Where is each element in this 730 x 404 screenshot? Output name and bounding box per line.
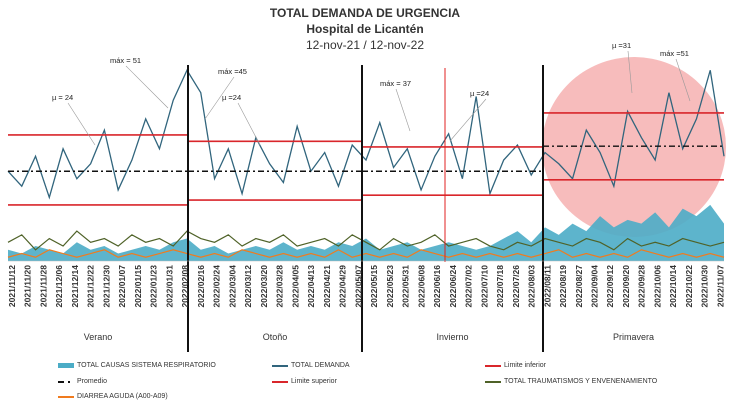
- x-tick-label: 2022/10/14: [668, 265, 678, 308]
- annotation-mean: µ = 24: [52, 93, 73, 102]
- chart-subtitle: Hospital de Licantén: [306, 22, 424, 36]
- x-tick-label: 2022/02/16: [196, 265, 206, 308]
- annotation-leader: [395, 88, 411, 132]
- x-tick-label: 2021/11/20: [23, 265, 33, 307]
- x-tick-label: 2022/02/08: [180, 265, 190, 308]
- x-tick-label: 2022/07/10: [479, 265, 489, 308]
- x-tick-label: 2022/11/07: [715, 265, 725, 307]
- x-tick-label: 2022/05/07: [353, 265, 363, 308]
- x-tick-label: 2022/09/28: [637, 265, 647, 308]
- x-tick-label: 2021/12/06: [54, 265, 64, 308]
- x-tick-label: 2022/06/24: [448, 265, 458, 308]
- x-tick-label: 2022/04/21: [322, 265, 332, 308]
- legend-respiratorio: TOTAL CAUSAS SISTEMA RESPIRATORIO: [58, 362, 216, 369]
- chart-period: 12-nov-21 / 12-nov-22: [305, 38, 425, 52]
- x-tick-label: 2022/07/02: [464, 265, 474, 308]
- series-traumatismos-line: [7, 230, 725, 251]
- x-tick-label: 2022/03/28: [275, 265, 285, 308]
- x-tick-label: 2021/12/22: [86, 265, 96, 308]
- x-tick-label: 2022/08/19: [558, 265, 568, 308]
- annotation-leader: [237, 102, 261, 146]
- annotation-leader: [125, 65, 169, 109]
- x-tick-label: 2022/07/18: [495, 265, 505, 308]
- annotation-max: máx =45: [218, 67, 247, 76]
- legend-limite-inferior: Limite inferior: [485, 362, 546, 369]
- x-tick-label: 2022/09/04: [589, 265, 599, 308]
- annotation-mean: µ =24: [222, 93, 241, 102]
- x-tick-label: 2022/10/30: [700, 265, 710, 308]
- x-tick-label: 2022/01/15: [133, 265, 143, 308]
- series-total-demanda-line: [7, 68, 725, 200]
- x-tick-label: 2022/06/16: [432, 265, 442, 308]
- x-tick-label: 2022/08/11: [542, 265, 552, 307]
- x-tick-label: 2022/03/20: [259, 265, 269, 308]
- season-label-primavera: Primavera: [613, 332, 654, 342]
- x-tick-label: 2022/01/23: [149, 265, 159, 308]
- annotation-max: máx =51: [660, 49, 689, 58]
- season-label-verano: Verano: [84, 332, 113, 342]
- season-label-invierno: Invierno: [436, 332, 468, 342]
- annotation-leader: [449, 98, 487, 142]
- x-tick-label: 2021/11/28: [38, 265, 48, 307]
- legend-total-demanda: TOTAL DEMANDA: [272, 362, 350, 369]
- x-tick-label: 2022/10/06: [652, 265, 662, 308]
- annotation-mean: µ =31: [612, 41, 631, 50]
- annotation-leader: [204, 76, 235, 120]
- legend-traumatismos: TOTAL TRAUMATISMOS Y ENVENENAMIENTO: [485, 378, 657, 385]
- x-tick-label: 2022/03/04: [227, 265, 237, 308]
- annotation-leader: [627, 50, 633, 94]
- x-tick-label: 2022/10/22: [684, 265, 694, 308]
- x-tick-label: 2021/12/14: [70, 265, 80, 308]
- annotation-max: máx = 37: [380, 79, 411, 88]
- legend-limite-superior: Limite superior: [272, 378, 337, 385]
- annotation-max: máx = 51: [110, 56, 141, 65]
- x-tick-label: 2022/03/12: [243, 265, 253, 308]
- x-tick-label: 2022/04/05: [290, 265, 300, 308]
- x-tick-label: 2022/07/26: [511, 265, 521, 308]
- x-tick-label: 2021/11/12: [7, 265, 17, 307]
- x-tick-label: 2022/04/29: [338, 265, 348, 308]
- annotation-mean: µ =24: [470, 89, 489, 98]
- x-tick-label: 2022/09/20: [621, 265, 631, 308]
- x-tick-label: 2022/09/12: [605, 265, 615, 308]
- x-tick-label: 2022/08/27: [574, 265, 584, 308]
- legend-diarrea: DIARREA AGUDA (A00-A09): [58, 393, 168, 400]
- x-tick-label: 2022/05/15: [369, 265, 379, 308]
- x-tick-label: 2022/01/31: [164, 265, 174, 308]
- x-tick-label: 2022/05/23: [385, 265, 395, 308]
- x-tick-label: 2021/12/30: [101, 265, 111, 308]
- chart-title: TOTAL DEMANDA DE URGENCIA: [269, 6, 461, 20]
- series-diarrea-line: [7, 249, 725, 258]
- x-tick-label: 2022/06/08: [416, 265, 426, 308]
- x-tick-label: 2022/05/31: [401, 265, 411, 308]
- x-tick-label: 2022/02/24: [212, 265, 222, 308]
- primavera-highlight: [542, 57, 726, 237]
- x-tick-label: 2022/01/07: [117, 265, 127, 308]
- annotation-leader: [675, 58, 691, 102]
- x-tick-label: 2022/08/03: [527, 265, 537, 308]
- legend-promedio: Promedio: [58, 378, 107, 385]
- annotation-leader: [67, 102, 96, 146]
- x-tick-label: 2022/04/13: [306, 265, 316, 308]
- season-label-otoño: Otoño: [263, 332, 288, 342]
